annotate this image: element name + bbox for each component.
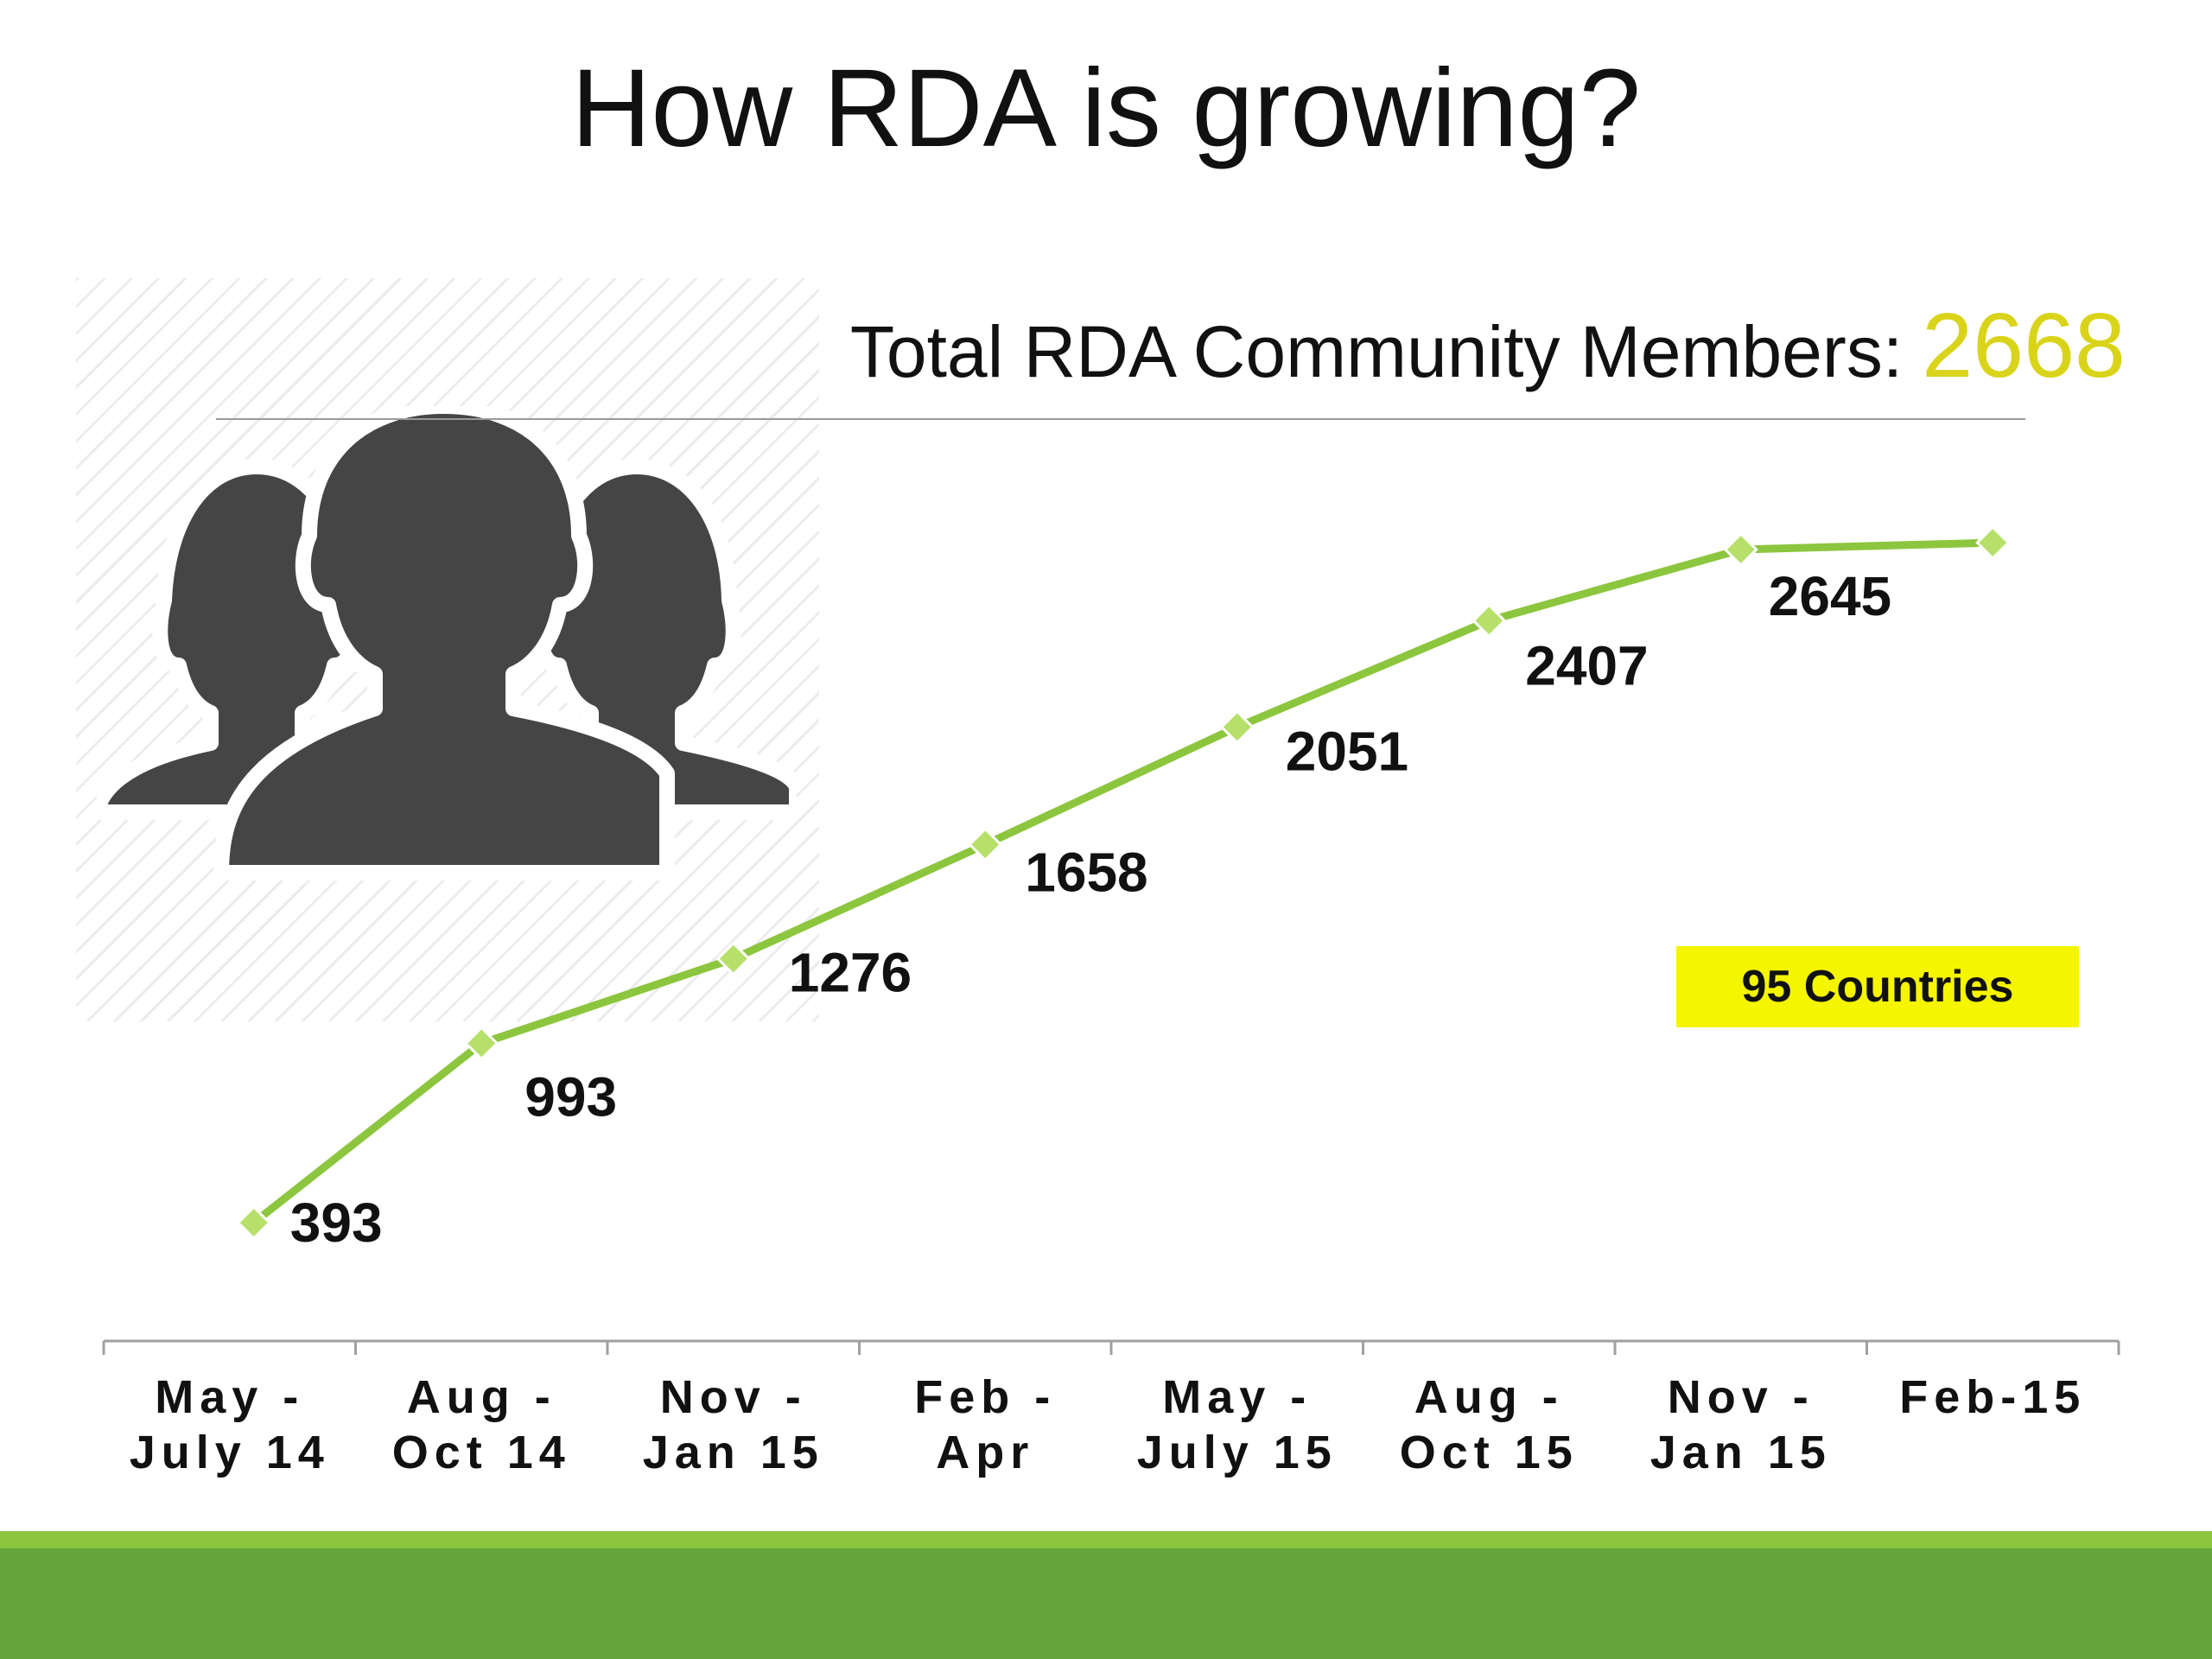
footer-band-dark [0,1548,2212,1659]
data-label: 393 [290,1192,383,1254]
data-label: 993 [524,1065,617,1128]
total-members-label: Total RDA Community Members: [849,311,1904,392]
data-point-marker [1471,603,1507,639]
series-markers [236,524,2011,1241]
series-line [251,538,1993,1226]
data-label: 2051 [1286,720,1408,782]
x-axis-labels: May -July 14 Aug -Oct 14 Nov -Jan 15 Feb -A… [130,1371,2086,1478]
x-tick-label: Nov -Jan 15 [643,1371,824,1478]
people-group-icon [97,406,797,880]
data-label: 2645 [1769,565,1891,627]
total-members-heading: Total RDA Community Members: 2668 [850,294,2126,398]
data-label: 1658 [1025,841,1147,903]
data-point-marker [1723,531,1758,568]
slide-title: How RDA is growing? [571,47,1641,170]
data-label: 2407 [1525,634,1648,696]
x-tick-label: Nov -Jan 15 [1650,1371,1832,1478]
data-point-marker [715,941,751,976]
x-tick-label: Feb-15 [1899,1371,2086,1423]
data-label: 1276 [789,942,912,1004]
x-tick-label: May -July 15 [1137,1371,1338,1478]
footer-band-light [0,1531,2212,1548]
heading-divider [216,418,2025,420]
data-point-marker [1975,524,2011,561]
data-point-marker [968,827,1003,862]
data-labels: 393 993 1276 1658 2051 2407 2645 [290,565,1891,1254]
x-tick-label: Aug -Oct 15 [1400,1371,1579,1478]
countries-badge: 95 Countries [1676,946,2079,1027]
x-tick-label: Feb -Apr [914,1371,1056,1478]
data-point-marker [464,1026,499,1061]
x-axis-ticks [102,1341,2120,1355]
x-tick-label: Aug -Oct 14 [392,1371,571,1478]
x-tick-label: May -July 14 [130,1371,330,1478]
data-point-marker [1219,709,1255,745]
total-members-value: 2668 [1922,295,2126,397]
data-point-marker [236,1205,271,1241]
